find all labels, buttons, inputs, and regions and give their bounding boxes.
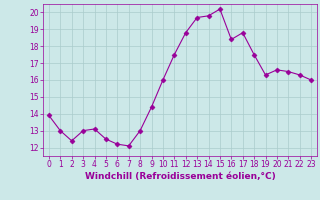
X-axis label: Windchill (Refroidissement éolien,°C): Windchill (Refroidissement éolien,°C): [84, 172, 276, 181]
